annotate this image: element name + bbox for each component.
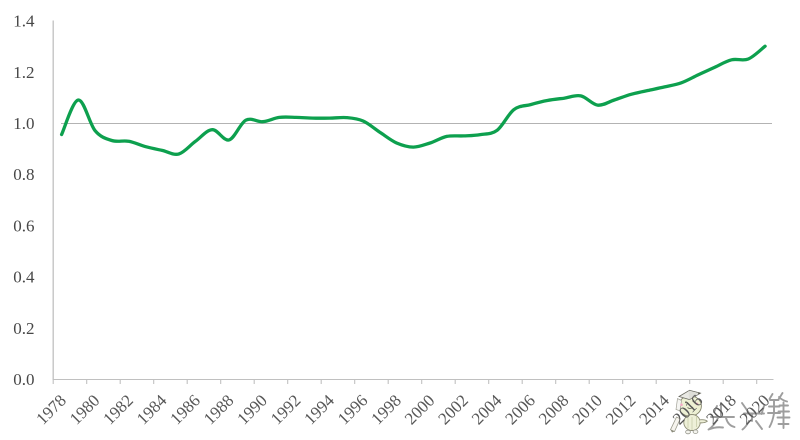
svg-text:2020: 2020: [736, 391, 773, 428]
svg-text:1.0: 1.0: [13, 114, 34, 133]
svg-text:2000: 2000: [401, 391, 438, 428]
svg-text:2006: 2006: [501, 391, 538, 428]
svg-text:1994: 1994: [300, 391, 338, 429]
svg-text:0.6: 0.6: [13, 216, 34, 235]
svg-text:1988: 1988: [200, 391, 237, 428]
svg-text:0.2: 0.2: [13, 319, 34, 338]
svg-text:2018: 2018: [702, 391, 739, 428]
svg-text:0.8: 0.8: [13, 165, 34, 184]
svg-text:2012: 2012: [602, 391, 639, 428]
svg-text:0.4: 0.4: [13, 268, 35, 287]
svg-text:0.0: 0.0: [13, 370, 34, 389]
svg-text:1978: 1978: [32, 391, 69, 428]
svg-text:2014: 2014: [635, 391, 673, 429]
svg-text:2002: 2002: [434, 391, 471, 428]
svg-text:1990: 1990: [233, 391, 270, 428]
svg-text:1984: 1984: [133, 391, 171, 429]
svg-text:1986: 1986: [166, 391, 203, 428]
svg-text:1.4: 1.4: [13, 12, 35, 31]
svg-text:1992: 1992: [267, 391, 304, 428]
svg-text:2010: 2010: [568, 391, 605, 428]
svg-text:1980: 1980: [66, 391, 103, 428]
svg-text:1996: 1996: [334, 391, 371, 428]
svg-text:1982: 1982: [99, 391, 136, 428]
svg-text:2004: 2004: [468, 391, 506, 429]
svg-text:1998: 1998: [367, 391, 404, 428]
svg-text:1.2: 1.2: [13, 63, 34, 82]
svg-text:2008: 2008: [535, 391, 572, 428]
